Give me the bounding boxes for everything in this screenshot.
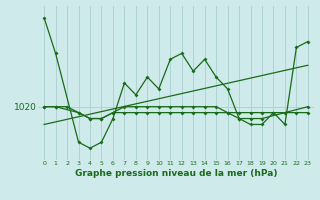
X-axis label: Graphe pression niveau de la mer (hPa): Graphe pression niveau de la mer (hPa) (75, 169, 277, 178)
